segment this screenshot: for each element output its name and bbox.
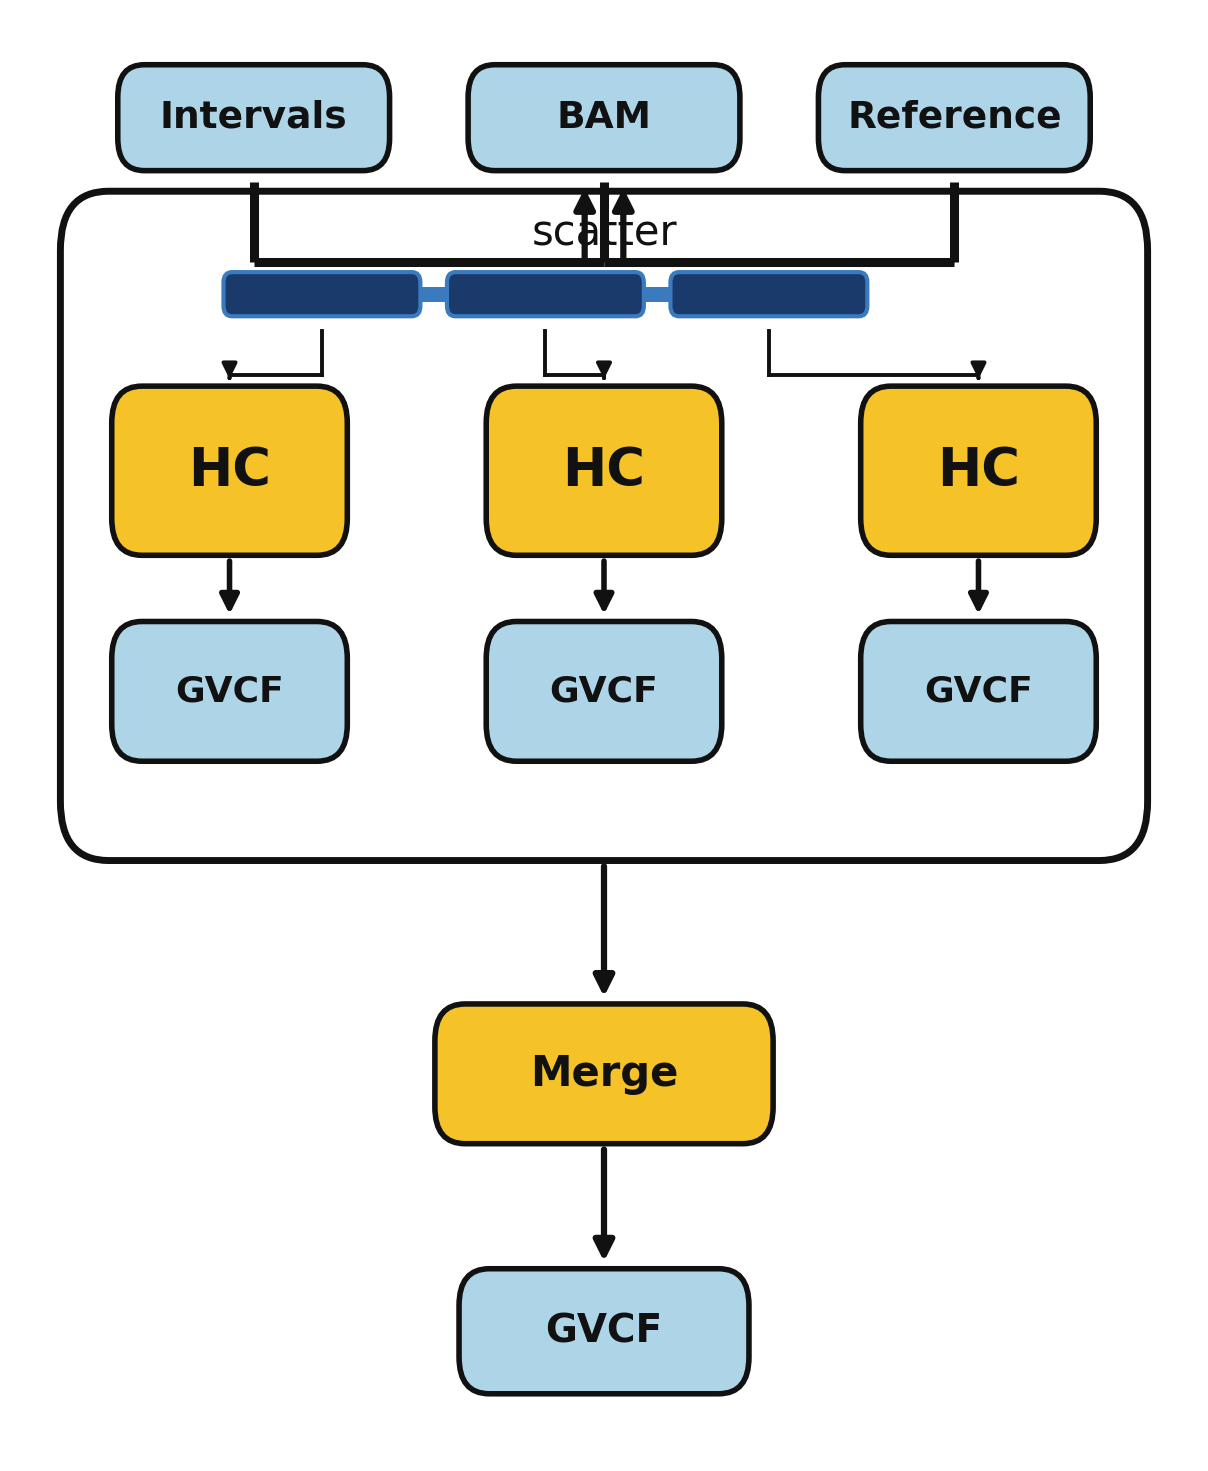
FancyBboxPatch shape bbox=[860, 621, 1097, 762]
FancyBboxPatch shape bbox=[223, 272, 420, 316]
Text: BAM: BAM bbox=[557, 100, 651, 135]
Bar bbox=[420, 287, 447, 302]
FancyBboxPatch shape bbox=[670, 272, 867, 316]
Text: Intervals: Intervals bbox=[159, 100, 348, 135]
Text: GVCF: GVCF bbox=[546, 1312, 662, 1350]
Text: Merge: Merge bbox=[530, 1053, 678, 1094]
Text: scatter: scatter bbox=[532, 212, 676, 253]
FancyBboxPatch shape bbox=[819, 65, 1090, 171]
Text: GVCF: GVCF bbox=[175, 674, 284, 709]
FancyBboxPatch shape bbox=[117, 65, 389, 171]
Text: HC: HC bbox=[563, 444, 645, 497]
Text: Reference: Reference bbox=[847, 100, 1062, 135]
FancyBboxPatch shape bbox=[486, 387, 721, 555]
FancyBboxPatch shape bbox=[486, 621, 721, 762]
Text: GVCF: GVCF bbox=[550, 674, 658, 709]
FancyBboxPatch shape bbox=[435, 1003, 773, 1144]
FancyBboxPatch shape bbox=[111, 621, 348, 762]
FancyBboxPatch shape bbox=[860, 387, 1097, 555]
FancyBboxPatch shape bbox=[459, 1268, 749, 1395]
Text: HC: HC bbox=[937, 444, 1020, 497]
Text: GVCF: GVCF bbox=[924, 674, 1033, 709]
FancyBboxPatch shape bbox=[60, 191, 1148, 861]
FancyBboxPatch shape bbox=[111, 387, 348, 555]
Text: HC: HC bbox=[188, 444, 271, 497]
Bar bbox=[644, 287, 670, 302]
FancyBboxPatch shape bbox=[469, 65, 739, 171]
FancyBboxPatch shape bbox=[447, 272, 644, 316]
